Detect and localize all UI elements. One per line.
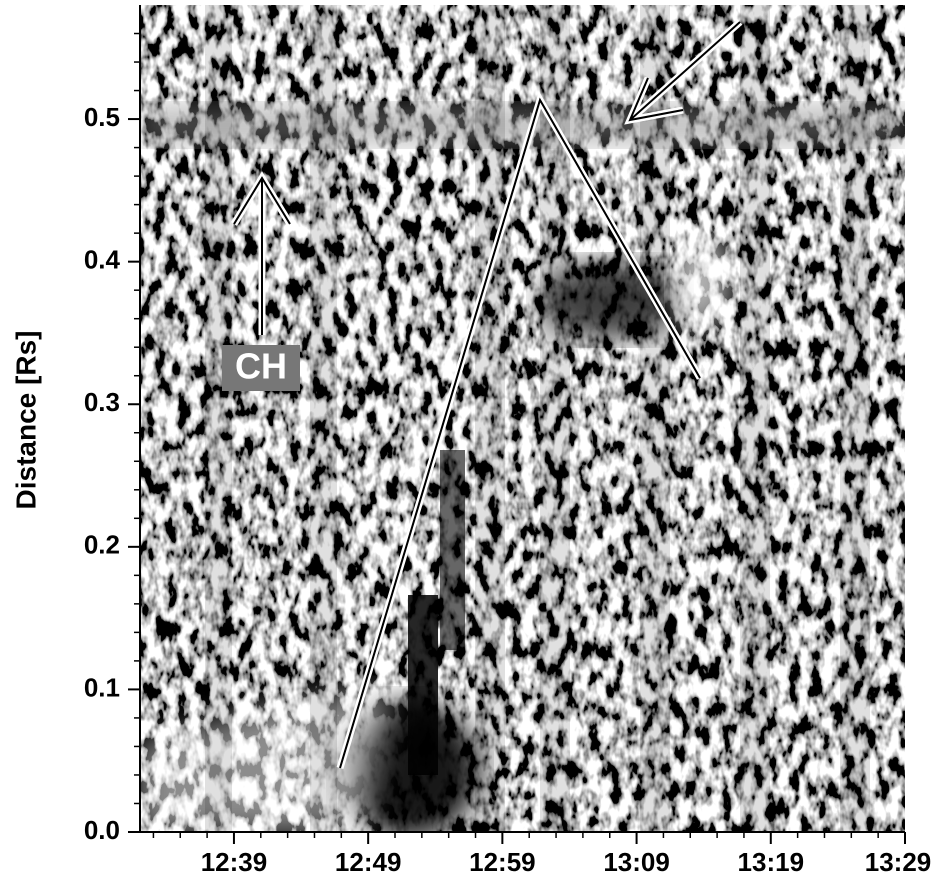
annotation-lines: [231, 19, 743, 770]
y-tick-label: 0.1: [84, 672, 120, 702]
y-tick-label: 0.5: [84, 102, 120, 132]
stack-image: [140, 5, 905, 832]
x-tick-label: 12:59: [469, 847, 536, 877]
y-axis-label: Distance [Rs]: [10, 331, 41, 510]
x-tick-label: 13:09: [603, 847, 670, 877]
annotation-label: CH: [235, 346, 287, 387]
y-tick-label: 0.0: [84, 815, 120, 845]
annotation-box: [222, 345, 300, 391]
x-tick-label: 13:19: [738, 847, 805, 877]
y-tick-label: 0.2: [84, 530, 120, 560]
x-tick-label: 12:39: [201, 847, 268, 877]
y-tick-label: 0.3: [84, 387, 120, 417]
x-tick-label: 12:49: [335, 847, 402, 877]
y-tick-label: 0.4: [84, 245, 121, 275]
ticks: 0.0 0.1 0.2 0.3 0.4 0.5 12:39 12:49 12:59 13:09 13…: [84, 32, 932, 877]
x-tick-label: 13:29: [865, 847, 932, 877]
